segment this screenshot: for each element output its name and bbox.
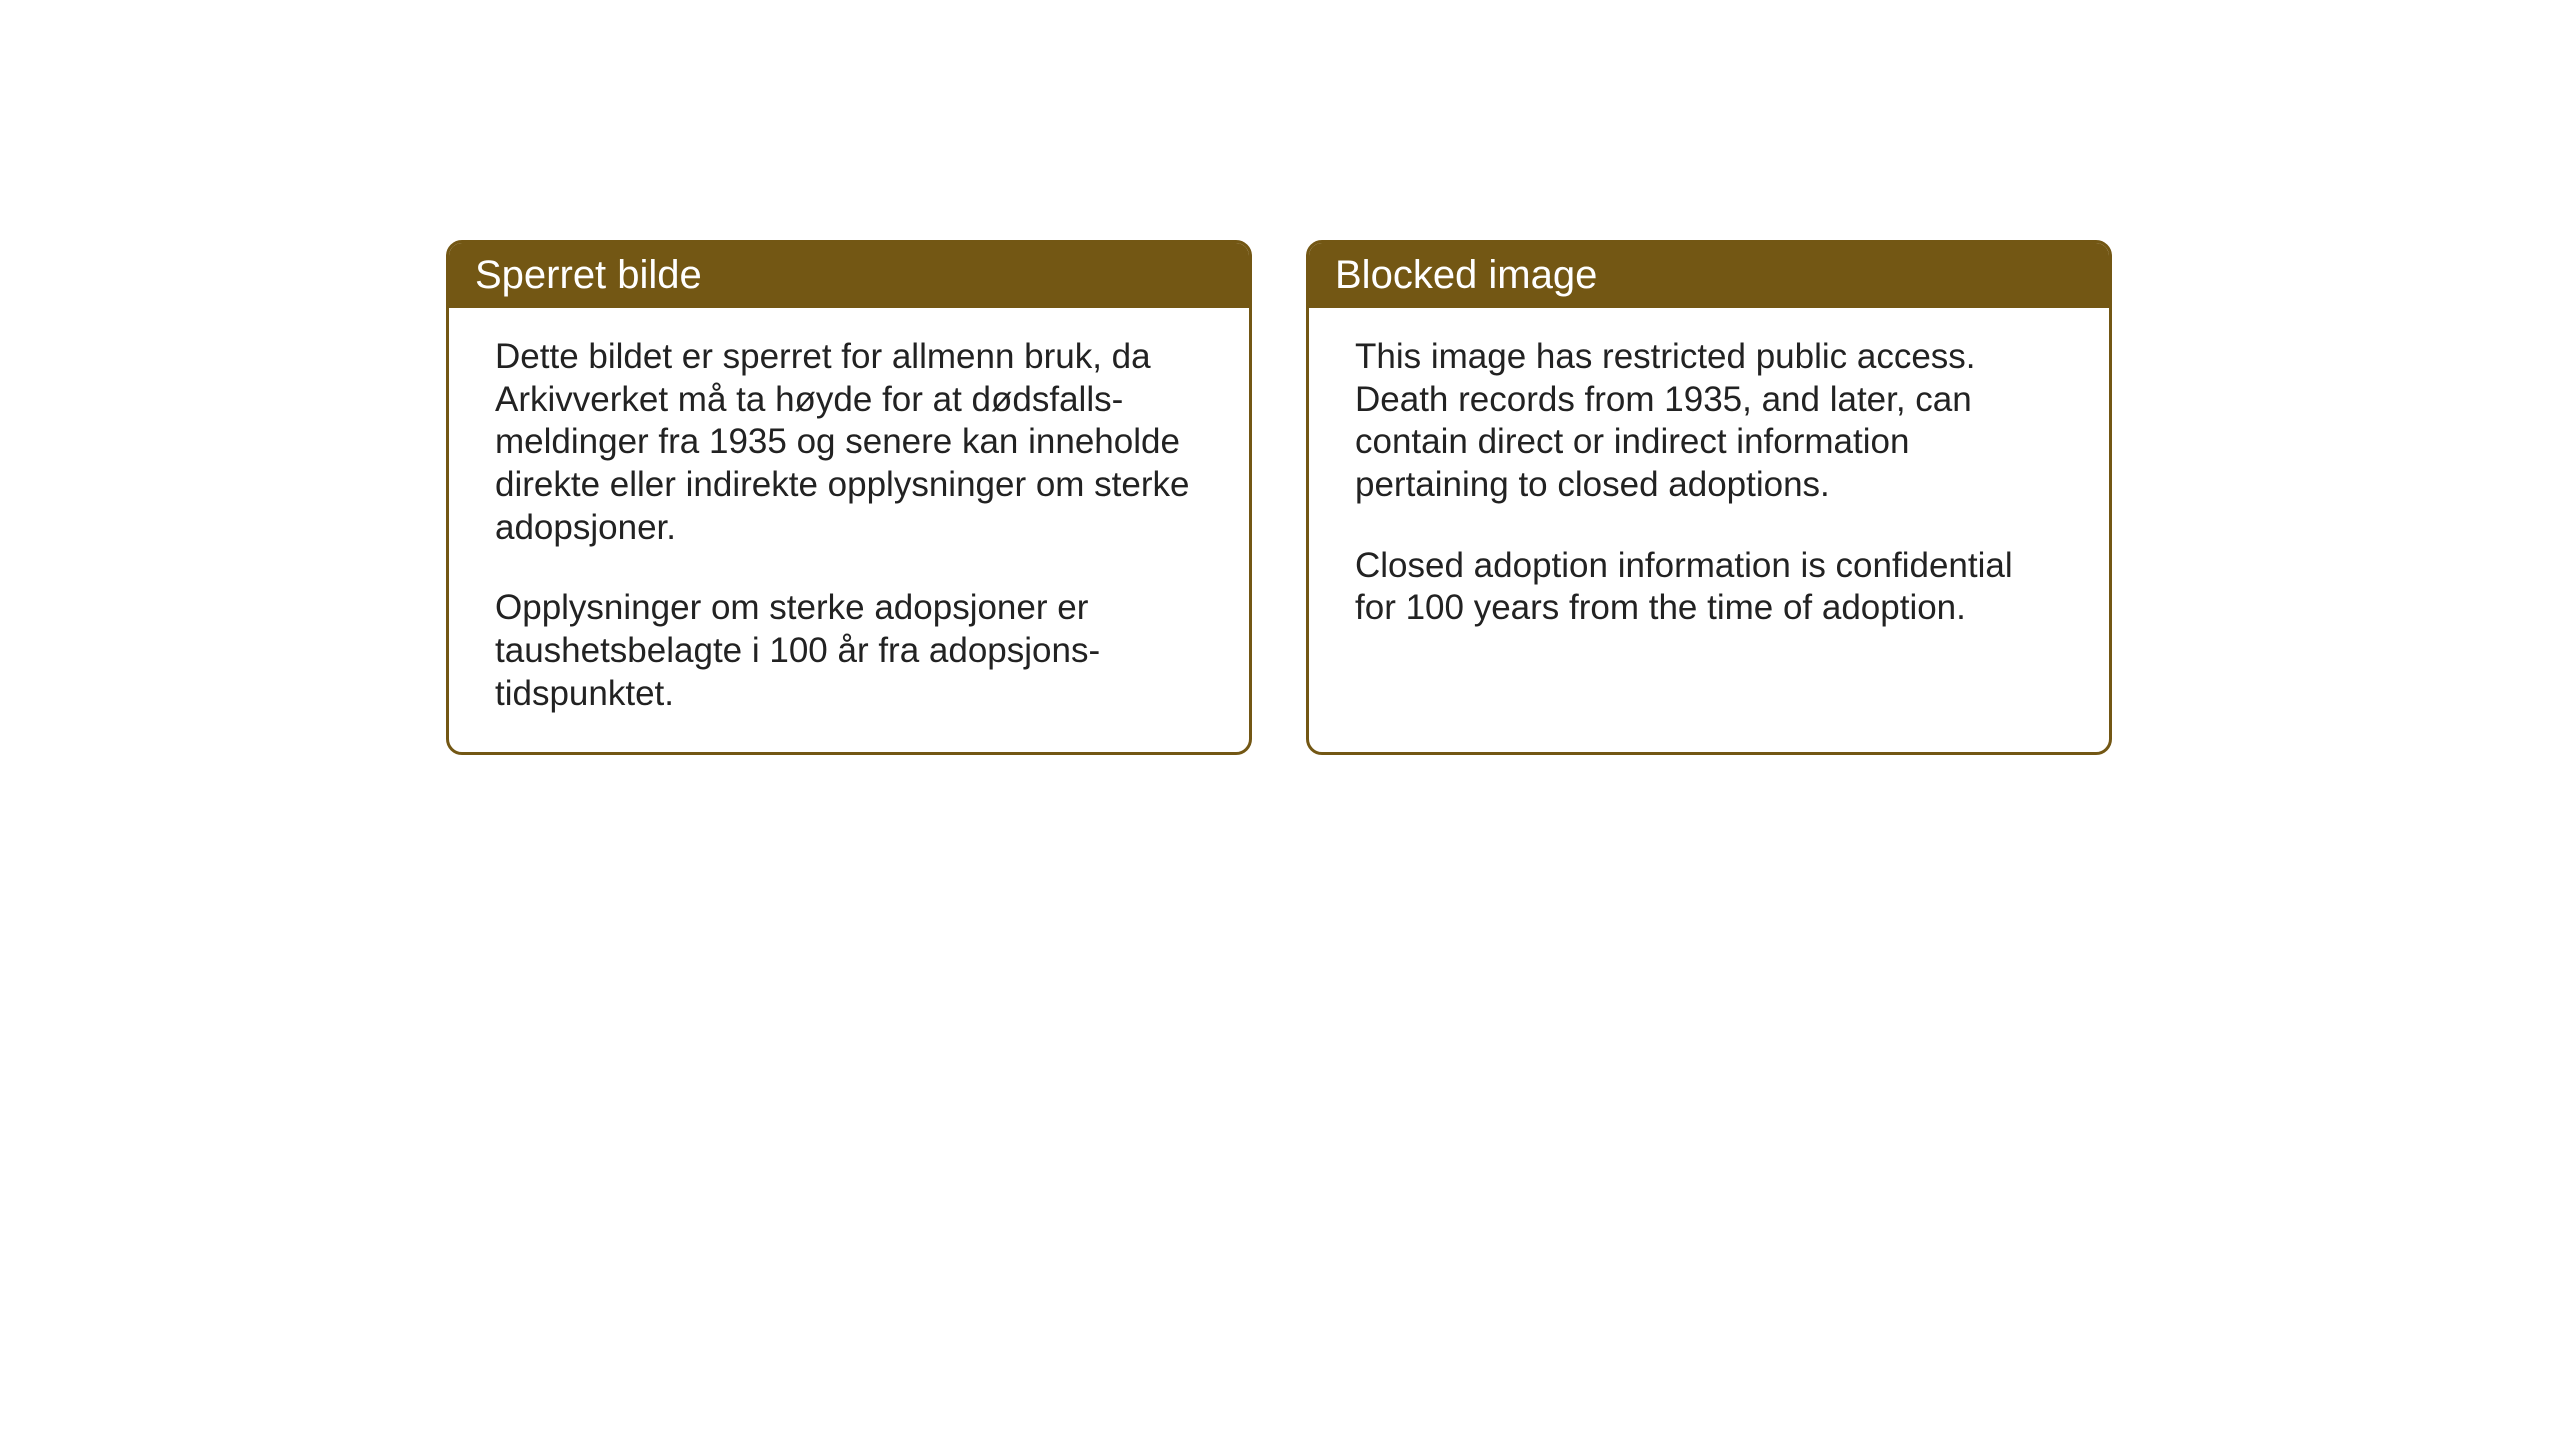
notice-panel-norwegian: Sperret bilde Dette bildet er sperret fo… (446, 240, 1252, 755)
notice-panel-english: Blocked image This image has restricted … (1306, 240, 2112, 755)
notice-container: Sperret bilde Dette bildet er sperret fo… (446, 240, 2112, 755)
panel-paragraph: Dette bildet er sperret for allmenn bruk… (495, 336, 1203, 549)
panel-body-norwegian: Dette bildet er sperret for allmenn bruk… (449, 308, 1249, 752)
panel-body-english: This image has restricted public access.… (1309, 308, 2109, 666)
panel-title: Blocked image (1335, 253, 1597, 297)
panel-paragraph: Closed adoption information is confident… (1355, 545, 2063, 630)
panel-paragraph: Opplysninger om sterke adopsjoner er tau… (495, 587, 1203, 715)
panel-header-english: Blocked image (1309, 243, 2109, 308)
panel-paragraph: This image has restricted public access.… (1355, 336, 2063, 507)
panel-header-norwegian: Sperret bilde (449, 243, 1249, 308)
panel-title: Sperret bilde (475, 253, 702, 297)
